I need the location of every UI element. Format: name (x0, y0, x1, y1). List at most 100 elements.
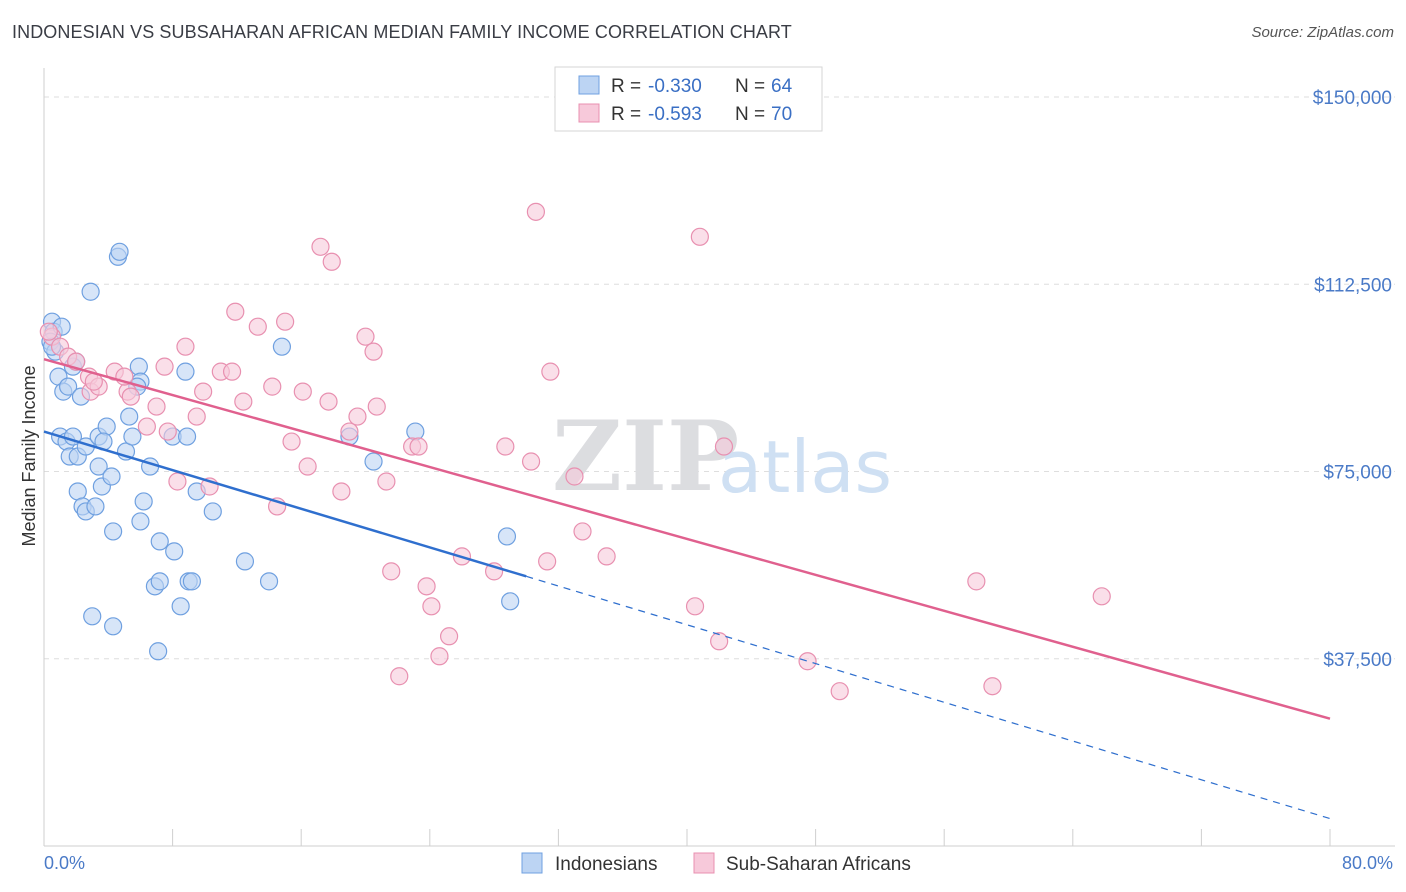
chart-title: INDONESIAN VS SUBSAHARAN AFRICAN MEDIAN … (12, 22, 792, 42)
indonesian-point (120, 407, 139, 426)
indonesian-point (134, 492, 153, 511)
subsaharan-point (690, 227, 709, 246)
subsaharan-point (714, 437, 734, 456)
legend-n-value-1: 64 (771, 76, 793, 97)
legend-r-label-2: R = (611, 104, 641, 125)
subsaharan-point (417, 577, 436, 596)
grid-lines (44, 96, 1395, 660)
series-legend-subsaharan: Sub-Saharan Africans (726, 854, 911, 875)
subsaharan-point (685, 597, 705, 616)
subsaharan-point (538, 552, 557, 571)
indonesian-point (177, 427, 197, 446)
indonesian-point (68, 482, 87, 501)
axes (43, 68, 1395, 847)
subsaharan-point (526, 202, 545, 221)
indonesian-point (364, 452, 383, 471)
trend-lines (43, 357, 1331, 820)
subsaharan-point (430, 647, 449, 666)
legend-r-value-2: -0.593 (648, 104, 702, 125)
subsaharan-point (422, 597, 441, 616)
indonesian-point (497, 527, 517, 546)
subsaharan-point (798, 652, 817, 671)
indonesian-point (104, 522, 123, 541)
x-tick-label-min: 0.0% (44, 853, 85, 873)
subsaharan-trend-line (43, 357, 1331, 720)
legend-r-value-1: -0.330 (648, 76, 702, 97)
indonesian-point (89, 457, 108, 476)
indonesian-point (123, 427, 142, 446)
subsaharan-point (293, 382, 312, 401)
series-legend-indonesians: Indonesians (555, 854, 657, 875)
indonesian-point (150, 572, 169, 591)
indonesian-point (171, 597, 190, 616)
legend-swatch-subsaharan (578, 103, 600, 123)
subsaharan-point (348, 407, 367, 426)
watermark-zip: ZIP (552, 400, 739, 513)
subsaharan-point (967, 572, 986, 591)
subsaharan-point (194, 382, 213, 401)
subsaharan-point (322, 252, 341, 271)
subsaharan-point (830, 682, 849, 701)
legend-n-label-1: N = (735, 76, 765, 97)
indonesian-point (102, 467, 121, 486)
indonesian-point (83, 607, 102, 626)
y-tick-label: $112,500 (1314, 275, 1392, 296)
indonesian-point (149, 642, 168, 661)
subsaharan-point (222, 362, 242, 381)
subsaharan-point (1092, 587, 1111, 606)
indonesian-point (182, 572, 201, 591)
subsaharan-point (276, 312, 295, 331)
subsaharan-point (298, 457, 317, 476)
legend-swatch-indonesians (578, 75, 600, 95)
subsaharan-point (263, 377, 282, 396)
y-tick-label: $75,000 (1323, 463, 1392, 484)
subsaharan-point (226, 302, 245, 321)
series-legend-swatch-subsaharan (693, 852, 715, 874)
subsaharan-point (311, 237, 330, 256)
subsaharan-point (541, 362, 560, 381)
watermark-atlas: atlas (718, 425, 892, 509)
stats-legend: R = -0.330 N = 64 R = -0.593 N = 70 (554, 66, 823, 132)
subsaharan-point (597, 547, 616, 566)
indonesian-point (501, 592, 520, 611)
series-legend: Indonesians Sub-Saharan Africans (521, 852, 911, 875)
indonesian-point (176, 362, 195, 381)
indonesian-point (150, 532, 169, 551)
y-tick-label: $37,500 (1323, 650, 1392, 671)
subsaharan-point (409, 437, 428, 456)
subsaharan-point (496, 437, 515, 456)
indonesian-trend-extension (526, 575, 1331, 820)
indonesian-point (97, 417, 116, 436)
subsaharan-point (382, 562, 401, 581)
subsaharan-point (573, 522, 592, 541)
indonesian-trend-line (43, 430, 527, 578)
x-tick-label-max: 80.0% (1342, 853, 1393, 873)
source-label: Source: ZipAtlas.com (1251, 24, 1394, 41)
subsaharan-point (39, 322, 58, 341)
indonesian-point (110, 242, 129, 261)
indonesian-point (259, 572, 279, 591)
subsaharan-point (364, 342, 383, 361)
subsaharan-point (565, 467, 584, 486)
y-tick-labels: $37,500 $75,000 $112,500 $150,000 (1313, 88, 1392, 671)
subsaharan-point (319, 392, 338, 411)
subsaharan-point (147, 397, 166, 416)
indonesian-point (129, 357, 148, 376)
series-legend-swatch-indonesians (521, 852, 543, 874)
indonesian-point (81, 282, 100, 301)
subsaharan-point (176, 337, 195, 356)
indonesian-point (272, 337, 292, 356)
y-axis-title: Median Family Income (19, 365, 39, 546)
indonesian-point (406, 422, 425, 441)
legend-r-label-1: R = (611, 76, 641, 97)
indonesian-point (59, 377, 78, 396)
y-tick-label: $150,000 (1313, 88, 1392, 109)
subsaharan-point (282, 432, 301, 451)
subsaharan-point (439, 627, 459, 646)
indonesian-point (165, 542, 184, 561)
subsaharan-point (390, 667, 409, 686)
subsaharan-point (187, 407, 206, 426)
subsaharan-point (377, 472, 396, 491)
x-tick-labels: 0.0% 80.0% (44, 853, 1393, 873)
